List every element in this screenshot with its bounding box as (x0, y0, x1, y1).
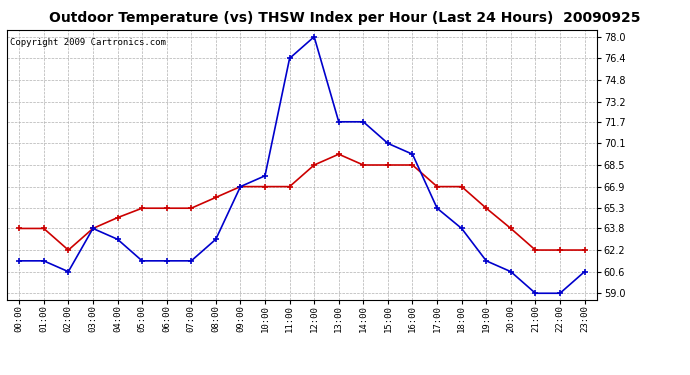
Text: Outdoor Temperature (vs) THSW Index per Hour (Last 24 Hours)  20090925: Outdoor Temperature (vs) THSW Index per … (49, 11, 641, 25)
Text: Copyright 2009 Cartronics.com: Copyright 2009 Cartronics.com (10, 38, 166, 47)
